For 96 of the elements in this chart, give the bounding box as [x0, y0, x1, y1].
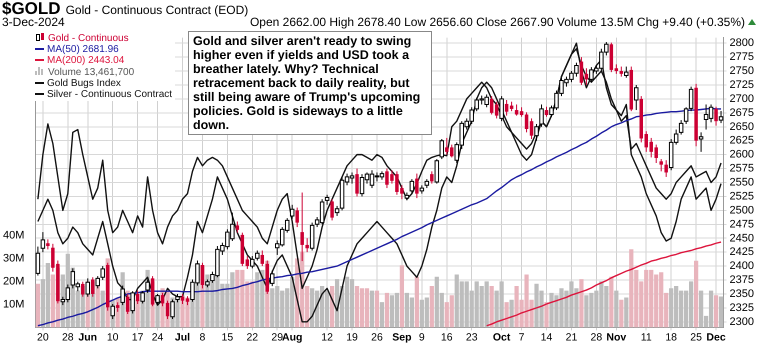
bar — [714, 295, 718, 328]
legend-label: Gold - Continuous — [48, 33, 129, 44]
y-tick-label: 2475 — [730, 218, 754, 230]
bar — [579, 279, 584, 328]
chart-subtitle: Gold - Continuous Contract (EOD) — [66, 3, 248, 17]
legend-label: Gold Bugs Index — [47, 78, 121, 89]
y-tick-label: 2800 — [730, 37, 754, 50]
x-tick-label: 26 — [371, 332, 383, 344]
x-tick-label: 22 — [246, 332, 258, 344]
y-tick-label: 2500 — [730, 204, 754, 216]
candlestick — [305, 238, 309, 253]
bar — [384, 292, 390, 328]
bar — [619, 300, 624, 328]
x-tick-label: 23 — [466, 332, 478, 344]
y-tick-label: 2575 — [730, 162, 754, 175]
y2-tick-label: 30M — [2, 252, 24, 264]
candlestick — [330, 198, 334, 221]
x-tick-label: 17 — [132, 332, 144, 344]
x-tick-label: 21 — [566, 332, 578, 344]
x-tick-label: 19 — [346, 332, 358, 344]
bar — [430, 286, 434, 328]
y-tick-label: 2625 — [730, 134, 754, 147]
x-tick-label: 16 — [440, 332, 453, 344]
candlestick — [430, 170, 434, 184]
x-tick-label: 28 — [62, 332, 74, 344]
y-tick-label: 2425 — [730, 246, 754, 258]
bar — [400, 265, 404, 328]
x-tick-label: 11 — [640, 332, 652, 344]
legend-label: MA(200) 2443.04 — [47, 55, 124, 66]
candlestick — [664, 160, 668, 178]
bar — [490, 286, 494, 328]
x-tick-label: 10 — [106, 332, 119, 344]
bar — [694, 260, 698, 328]
x-tick-label: 7 — [518, 332, 525, 344]
bar — [624, 298, 628, 328]
bar — [609, 276, 614, 328]
bar — [370, 290, 374, 328]
bar — [36, 284, 40, 328]
legend-label: MA(50) 2681.96 — [47, 44, 119, 55]
text: 3-Dec-2024 — [2, 15, 65, 29]
x-tick-label: Dec — [706, 332, 726, 344]
y2-tick-label: 40M — [2, 229, 24, 242]
x-tick-label: 29 — [271, 332, 284, 344]
y-tick-label: 2400 — [730, 260, 754, 272]
x-tick-label: 28 — [590, 332, 602, 344]
candlestick — [620, 66, 624, 78]
y-tick-label: 2750 — [730, 65, 754, 78]
x-tick-label: Jul — [174, 332, 190, 344]
y-tick-label: 2325 — [730, 302, 754, 314]
legend-label: Silver - Continuous Contract — [47, 89, 172, 100]
x-tick-label: Sep — [392, 332, 412, 344]
y-tick-label: 2375 — [730, 274, 754, 286]
y-tick-label: 2350 — [730, 288, 754, 300]
y2-tick-label: 20M — [2, 275, 24, 288]
y2-tick-label: 10M — [2, 298, 24, 310]
bar — [718, 296, 724, 328]
candlestick — [295, 207, 299, 228]
bar — [100, 290, 105, 328]
bar — [380, 302, 384, 328]
x-tick-label: 8 — [200, 332, 206, 344]
y-tick-label: 2675 — [730, 106, 754, 119]
y-tick-label: 2650 — [730, 120, 754, 133]
y-tick-label: 2775 — [730, 51, 754, 64]
chart-title: $GOLD — [2, 0, 61, 18]
candlestick — [46, 238, 50, 250]
bar — [614, 290, 618, 328]
x-tick-label: Aug — [282, 332, 302, 344]
candlestick — [236, 221, 240, 234]
x-tick-label: 9 — [418, 332, 425, 344]
x-tick-label: 15 — [222, 332, 234, 344]
x-tick-label: 24 — [152, 332, 164, 344]
candlestick — [260, 250, 264, 267]
x-tick-label: 20 — [37, 332, 49, 344]
candlestick — [544, 106, 548, 118]
y-tick-label: 2600 — [730, 148, 754, 161]
bar — [414, 276, 419, 328]
x-tick-label: Jun — [78, 332, 98, 344]
y-tick-label: 2300 — [730, 316, 754, 328]
legend-label: Volume 13,461,700 — [48, 67, 134, 78]
candlestick — [714, 106, 718, 126]
y-tick-label: 2700 — [730, 92, 754, 105]
bar — [374, 290, 380, 328]
y-tick-label: 2450 — [730, 232, 754, 244]
x-tick-label: Nov — [606, 332, 626, 344]
y-tick-label: 2550 — [730, 176, 754, 189]
y-tick-label: 2725 — [730, 79, 754, 91]
candlestick — [415, 173, 419, 199]
x-tick-label: 25 — [690, 332, 702, 344]
annotation: Gold and silver aren't ready to swing higher even if yields and USD took a breather lately. Why? Technical retracement back to daily reality, but still being aware of Trump's upcoming policies. Gold is sideways to a little down. — [188, 31, 432, 135]
x-tick-label: 14 — [540, 332, 553, 344]
x-tick-label: Oct — [492, 332, 511, 344]
x-tick-label: 18 — [665, 332, 678, 344]
text: Open 2662.00 High 2678.40 Low 2656.60 Close 2667.90 Volume 13.5M Chg +9.40 (+0.35%) — [250, 15, 745, 29]
candlestick — [355, 168, 359, 197]
y-tick-label: 2525 — [730, 190, 754, 202]
x-tick-label: 12 — [321, 332, 334, 344]
